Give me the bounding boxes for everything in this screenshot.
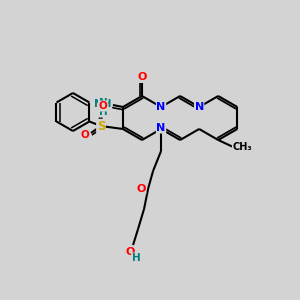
Text: O: O — [99, 101, 107, 111]
Text: N: N — [194, 102, 204, 112]
Text: H: H — [99, 107, 107, 117]
Text: O: O — [136, 184, 146, 194]
Text: S: S — [97, 119, 105, 133]
Text: N: N — [156, 102, 166, 112]
Text: O: O — [125, 247, 135, 257]
Text: N: N — [156, 123, 166, 133]
Text: N: N — [99, 98, 107, 108]
Text: O: O — [137, 72, 147, 82]
Text: H: H — [132, 253, 140, 263]
Text: CH₃: CH₃ — [232, 142, 252, 152]
Text: O: O — [81, 130, 89, 140]
Text: NH: NH — [94, 99, 112, 109]
